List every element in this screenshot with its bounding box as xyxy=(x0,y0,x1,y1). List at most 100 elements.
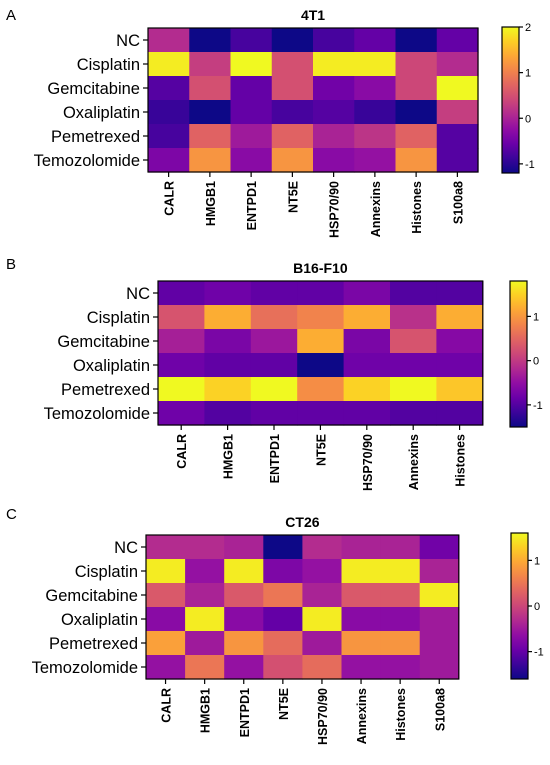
heatmap-cell xyxy=(148,100,190,125)
panel-label: A xyxy=(6,7,16,24)
column-label: Annexins xyxy=(407,434,421,490)
row-label: Pemetrexed xyxy=(51,128,140,146)
heatmap-cell xyxy=(230,148,273,173)
chart-title: 4T1 xyxy=(301,7,325,23)
heatmap-cell xyxy=(395,76,438,101)
heatmap-cell xyxy=(230,52,273,77)
heatmap-cell xyxy=(419,655,460,680)
panel-label: C xyxy=(6,506,17,523)
heatmap-cell xyxy=(343,305,391,330)
heatmap-cell xyxy=(146,655,186,680)
heatmap-cell xyxy=(341,583,382,608)
column-label: NT5E xyxy=(314,434,328,466)
heatmap-cell xyxy=(204,377,252,402)
colorbar-tick-label: 0 xyxy=(534,601,540,613)
heatmap-panel-b: B B16-F10 NC Cisplatin Gemcitabine Oxaliplati… xyxy=(6,256,543,491)
heatmap-cell xyxy=(436,148,479,173)
heatmap-cell xyxy=(436,124,479,149)
heatmap-panel-a: A 4T1 NC Cisplatin Gemcitabine Oxaliplatin Pem… xyxy=(6,7,535,238)
row-label: Gemcitabine xyxy=(45,587,138,605)
heatmap-cell xyxy=(380,655,421,680)
row-label: NC xyxy=(114,539,138,557)
heatmap-cell xyxy=(224,535,264,560)
colorbar-tick-label: 2 xyxy=(525,22,531,34)
heatmap-cell xyxy=(271,124,314,149)
heatmap-cell xyxy=(146,583,186,608)
heatmap-cell xyxy=(146,631,186,656)
column-label: Histones xyxy=(454,434,468,487)
colorbar-tick-label: -1 xyxy=(533,400,543,412)
heatmap-cell xyxy=(271,52,314,77)
heatmap-cell xyxy=(419,535,460,560)
heatmap-cell xyxy=(343,329,391,354)
heatmap-cell xyxy=(341,655,382,680)
column-label: HSP70/90 xyxy=(328,181,342,238)
column-label: HSP70/90 xyxy=(316,688,330,745)
heatmap-cell xyxy=(158,329,205,354)
heatmap-cell xyxy=(146,535,186,560)
heatmap-cell xyxy=(395,28,438,53)
heatmap-cell xyxy=(263,583,303,608)
heatmap-cell xyxy=(158,401,205,426)
heatmap-cell xyxy=(354,124,397,149)
row-label: Temozolomide xyxy=(44,405,150,423)
heatmap-cell xyxy=(250,281,298,306)
colorbar-tick-label: 1 xyxy=(533,311,539,323)
heatmap-cell xyxy=(185,559,225,584)
heatmap-cell xyxy=(313,148,355,173)
heatmap-cell xyxy=(419,631,460,656)
heatmap-cell xyxy=(146,607,186,632)
column-label: HMGB1 xyxy=(204,181,218,226)
heatmap-cell xyxy=(436,281,484,306)
heatmap-cell xyxy=(189,76,232,101)
heatmap-cell xyxy=(250,377,298,402)
heatmap-cell xyxy=(395,124,438,149)
heatmap-cell xyxy=(263,535,303,560)
column-label: S100a8 xyxy=(451,181,465,224)
row-label: NC xyxy=(116,32,140,50)
heatmap-cell xyxy=(341,607,382,632)
heatmap-cell xyxy=(390,281,437,306)
heatmap-cell xyxy=(343,353,391,378)
heatmap-cell xyxy=(204,305,252,330)
colorbar-tick-label: -1 xyxy=(534,647,544,659)
column-label: NT5E xyxy=(277,688,291,720)
chart-title: B16-F10 xyxy=(293,260,348,276)
heatmap-cell xyxy=(297,377,345,402)
heatmap-cell xyxy=(390,401,437,426)
heatmap-cell xyxy=(158,305,205,330)
heatmap-cell xyxy=(380,535,421,560)
heatmap-cell xyxy=(189,124,232,149)
heatmap-cell xyxy=(271,148,314,173)
colorbar xyxy=(501,26,520,174)
heatmap-cell xyxy=(343,377,391,402)
row-label: Pemetrexed xyxy=(49,635,138,653)
colorbar-tick-label: 1 xyxy=(534,555,540,567)
plot-frame xyxy=(145,534,460,680)
chart-title: CT26 xyxy=(285,514,319,530)
heatmap-cell xyxy=(250,353,298,378)
column-label: CALR xyxy=(175,434,189,469)
heatmap-cell xyxy=(204,401,252,426)
heatmap-cell xyxy=(263,631,303,656)
heatmap-cell xyxy=(297,401,345,426)
heatmap-cell xyxy=(146,559,186,584)
row-label: Gemcitabine xyxy=(47,80,140,98)
colorbar-tick-label: 1 xyxy=(525,68,531,80)
heatmap-cell xyxy=(313,100,355,125)
heatmap-cell xyxy=(436,329,484,354)
heatmap-cell xyxy=(158,353,205,378)
heatmap-cell xyxy=(250,401,298,426)
column-label: ENTPD1 xyxy=(268,434,282,483)
heatmap-cell xyxy=(341,631,382,656)
column-label: Annexins xyxy=(369,181,383,237)
heatmap-cell xyxy=(313,52,355,77)
heatmap-cell xyxy=(297,281,345,306)
heatmap-cell xyxy=(436,305,484,330)
row-label: Temozolomide xyxy=(32,659,138,677)
heatmap-cell xyxy=(224,655,264,680)
row-label: Gemcitabine xyxy=(57,333,150,351)
heatmap-cell xyxy=(419,607,460,632)
heatmap-cell xyxy=(390,329,437,354)
heatmap-cell xyxy=(395,52,438,77)
